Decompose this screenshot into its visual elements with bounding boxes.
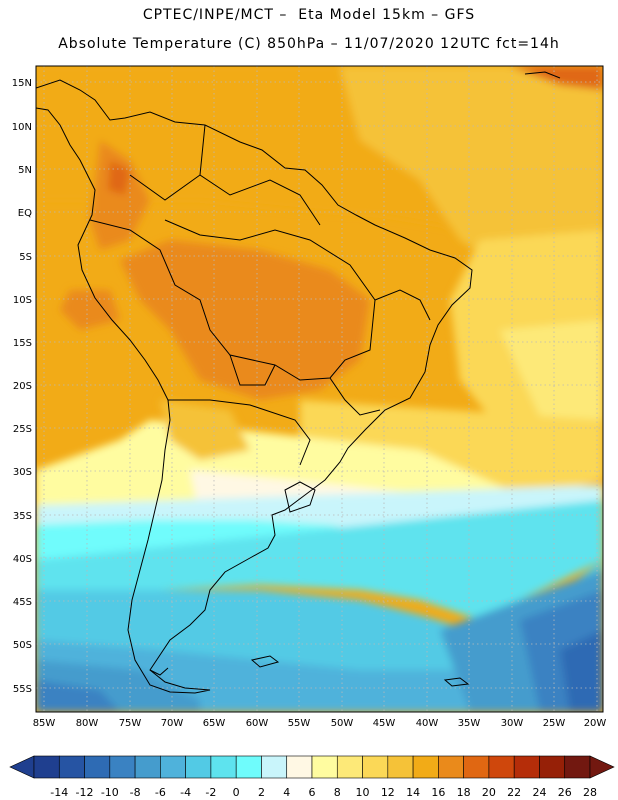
colorbar-swatch (134, 755, 161, 779)
lat-label: 15S (13, 338, 32, 349)
colorbar-swatch (160, 755, 186, 779)
colorbar-swatch (311, 755, 338, 779)
lat-label: 5S (19, 252, 32, 263)
lon-label: 50W (331, 718, 354, 729)
lon-label: 75W (119, 718, 142, 729)
colorbar-tick-label: 24 (532, 786, 546, 799)
temperature-colorbar: -14 -12 -10 -8 -6 -4 -2 0 2 4 6 8 10 12 14 16 18 20 22 24 26… (9, 755, 615, 799)
colorbar-tick-label: 2 (258, 786, 265, 799)
colorbar-swatch (387, 755, 414, 779)
colorbar-tick-label: 20 (482, 786, 496, 799)
colorbar-swatch (185, 755, 212, 779)
temperature-field (36, 66, 603, 712)
lat-label: 20S (13, 381, 32, 392)
lon-label: 35W (458, 718, 481, 729)
lat-label: 55S (13, 684, 32, 695)
colorbar-swatch (33, 755, 60, 779)
lat-label: 50S (13, 640, 32, 651)
colorbar-swatch (539, 755, 566, 779)
colorbar-swatch (564, 755, 591, 779)
lat-label: 40S (13, 554, 32, 565)
lat-label: 5N (18, 165, 32, 176)
colorbar-tick-label: -4 (180, 786, 191, 799)
colorbar-low-arrow (9, 755, 35, 779)
map-title-line-2: Absolute Temperature (C) 850hPa – 11/07/… (58, 36, 560, 52)
lon-label: 40W (416, 718, 439, 729)
lon-label: 20W (584, 718, 607, 729)
lat-label: 15N (12, 78, 32, 89)
colorbar-swatch (210, 755, 237, 779)
lon-label: 85W (33, 718, 56, 729)
lat-label: 30S (13, 467, 32, 478)
lon-label: 45W (373, 718, 396, 729)
south-america-outline (36, 71, 561, 694)
colorbar-tick-label: -2 (205, 786, 216, 799)
lat-label: 10N (12, 122, 32, 133)
lat-lon-grid (36, 66, 603, 712)
colorbar-swatch (438, 755, 464, 779)
latitude-labels: 15N 10N 5N EQ 5S 10S 15S 20S 25S 30S 35S… (12, 78, 32, 695)
lat-label: 10S (13, 295, 32, 306)
colorbar-tick-label: 28 (583, 786, 597, 799)
colorbar-tick-label: 16 (431, 786, 445, 799)
map-frame (35, 65, 604, 713)
colorbar-tick-label: -14 (50, 786, 68, 799)
colorbar-swatch (58, 755, 85, 779)
colorbar-tick-label: 14 (406, 786, 420, 799)
colorbar-swatch (84, 755, 111, 779)
lon-label: 55W (288, 718, 311, 729)
colorbar-tick-label: 12 (381, 786, 395, 799)
colorbar-high-arrow (589, 755, 615, 779)
colorbar-tick-label: 4 (283, 786, 290, 799)
colorbar-tick-label: 22 (507, 786, 521, 799)
colorbar-swatch (362, 755, 389, 779)
lon-label: 65W (203, 718, 226, 729)
colorbar-swatch (261, 755, 288, 779)
colorbar-tick-label: -6 (155, 786, 166, 799)
colorbar-tick-label: -10 (101, 786, 119, 799)
colorbar-tick-label: 0 (233, 786, 240, 799)
longitude-labels: 85W 80W 75W 70W 65W 60W 55W 50W 45W 40W … (33, 718, 607, 729)
colorbar-swatch (286, 755, 313, 779)
map-title-line-1: CPTEC/INPE/MCT – Eta Model 15km – GFS (142, 7, 476, 23)
lat-label: EQ (18, 208, 32, 219)
colorbar-tick-label: -8 (130, 786, 141, 799)
colorbar-tick-label: -12 (76, 786, 94, 799)
colorbar-swatch (336, 755, 363, 779)
colorbar-swatch (513, 755, 540, 779)
lat-label: 35S (13, 511, 32, 522)
colorbar-swatch (235, 755, 262, 779)
colorbar-tick-label: 8 (334, 786, 341, 799)
colorbar-swatch (412, 755, 439, 779)
lon-label: 80W (76, 718, 99, 729)
lat-label: 45S (13, 597, 32, 608)
colorbar-tick-label: 18 (457, 786, 471, 799)
lat-label: 25S (13, 424, 32, 435)
colorbar-swatch (463, 755, 490, 779)
colorbar-tick-label: 6 (309, 786, 316, 799)
lon-label: 60W (246, 718, 269, 729)
lon-label: 25W (543, 718, 566, 729)
colorbar-tick-label: 26 (558, 786, 572, 799)
lon-label: 30W (501, 718, 524, 729)
lon-label: 70W (161, 718, 184, 729)
colorbar-swatch (109, 755, 136, 779)
colorbar-swatch (488, 755, 515, 779)
colorbar-tick-label: 10 (356, 786, 370, 799)
